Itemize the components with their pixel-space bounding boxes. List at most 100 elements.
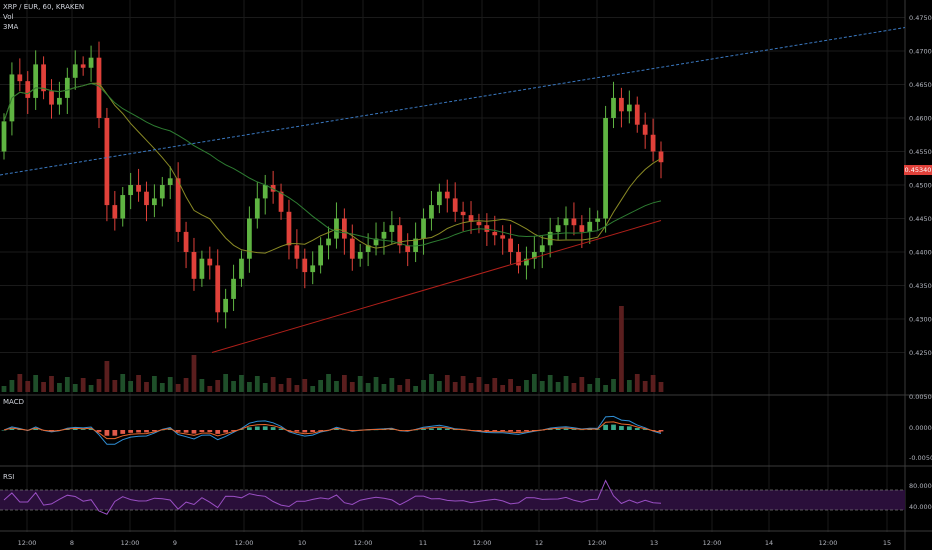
candle-body bbox=[484, 225, 490, 232]
candle-body bbox=[254, 198, 260, 219]
candle-body bbox=[626, 104, 632, 112]
volume-bar bbox=[231, 381, 236, 392]
macd-histogram-bar bbox=[603, 424, 608, 430]
volume-bar bbox=[247, 382, 252, 392]
volume-bar bbox=[223, 374, 229, 392]
macd-histogram-bar bbox=[239, 429, 244, 430]
candle-body bbox=[223, 298, 229, 313]
macd-histogram-bar bbox=[1, 430, 7, 431]
volume-bar bbox=[334, 381, 339, 392]
volume-bar bbox=[476, 377, 482, 392]
macd-indicator-label: MACD bbox=[3, 398, 24, 406]
volume-bar bbox=[357, 376, 363, 392]
macd-histogram-bar bbox=[175, 430, 181, 432]
volume-bar bbox=[484, 384, 490, 392]
macd-histogram-bar bbox=[88, 428, 94, 430]
macd-line bbox=[3, 415, 662, 445]
macd-histogram-bar bbox=[444, 428, 450, 430]
volume-bar bbox=[436, 381, 442, 392]
macd-histogram-bar bbox=[421, 428, 426, 430]
macd-histogram-bar bbox=[500, 430, 506, 432]
volume-bar bbox=[262, 383, 268, 392]
candle-body bbox=[611, 97, 616, 118]
candle-body bbox=[1, 121, 7, 152]
macd-histogram-bar bbox=[144, 430, 149, 433]
candle-body bbox=[88, 57, 94, 68]
macd-histogram-bar bbox=[563, 428, 569, 430]
candle-body bbox=[341, 218, 347, 239]
candle-body bbox=[326, 238, 331, 246]
macd-histogram-bar bbox=[270, 427, 276, 430]
candle-body bbox=[270, 185, 276, 192]
candle-body bbox=[183, 231, 189, 252]
macd-histogram-bar bbox=[302, 430, 308, 433]
macd-histogram-bar bbox=[492, 430, 498, 432]
candle-body bbox=[215, 265, 221, 313]
volume-bar bbox=[381, 384, 387, 392]
volume-bar bbox=[349, 382, 355, 392]
time-axis-tick-label: 12:00 bbox=[819, 539, 838, 547]
candle-body bbox=[413, 238, 418, 252]
volume-bar bbox=[175, 384, 181, 392]
macd-axis-tick-label: 0.0000 bbox=[909, 424, 932, 432]
time-axis-tick-label: 10 bbox=[298, 539, 306, 547]
candle-body bbox=[571, 218, 577, 226]
candle-body bbox=[555, 225, 561, 232]
volume-bar bbox=[239, 375, 244, 392]
macd-histogram-bar bbox=[128, 430, 134, 433]
volume-bar bbox=[595, 378, 601, 392]
volume-bar bbox=[33, 375, 39, 392]
candle-body bbox=[634, 104, 640, 125]
volume-bar bbox=[96, 379, 102, 392]
candle-body bbox=[365, 245, 371, 252]
volume-bar bbox=[80, 378, 86, 392]
macd-histogram-bar bbox=[33, 428, 39, 430]
volume-bar bbox=[429, 374, 434, 392]
candle-body bbox=[207, 258, 213, 266]
volume-bar bbox=[310, 386, 316, 392]
volume-bar bbox=[444, 375, 450, 392]
volume-bar bbox=[41, 382, 46, 392]
volume-bar bbox=[468, 383, 474, 392]
volume-bar bbox=[215, 380, 221, 392]
volume-bar bbox=[25, 381, 31, 392]
candle-body bbox=[104, 118, 110, 206]
macd-histogram-bar bbox=[183, 430, 189, 433]
macd-histogram-bar bbox=[611, 424, 616, 430]
candle-body bbox=[563, 218, 569, 226]
time-axis-tick-label: 15 bbox=[883, 539, 891, 547]
macd-histogram-bar bbox=[429, 428, 434, 430]
macd-histogram-bar bbox=[96, 430, 102, 432]
candle-body bbox=[120, 195, 126, 219]
candle-body bbox=[262, 185, 268, 199]
volume-bar bbox=[286, 378, 292, 392]
macd-histogram-bar bbox=[531, 430, 537, 431]
candle-body bbox=[389, 225, 395, 232]
volume-bar bbox=[49, 376, 54, 392]
macd-signal-line bbox=[3, 421, 662, 440]
time-axis-tick-label: 12 bbox=[535, 539, 543, 547]
support-trend-line bbox=[211, 220, 662, 353]
macd-histogram-bar bbox=[278, 428, 284, 430]
candle-body bbox=[452, 198, 458, 212]
candle-body bbox=[64, 77, 70, 98]
volume-bar bbox=[421, 380, 426, 392]
volume-bar bbox=[72, 384, 78, 392]
volume-bar bbox=[191, 355, 197, 392]
volume-bar bbox=[128, 381, 134, 392]
candle-body bbox=[587, 221, 593, 232]
time-axis-tick-label: 11 bbox=[419, 539, 427, 547]
volume-bar bbox=[524, 380, 529, 392]
macd-histogram-bar bbox=[547, 429, 553, 430]
macd-histogram-bar bbox=[524, 430, 529, 432]
candle-body bbox=[318, 245, 324, 266]
macd-histogram-bar bbox=[286, 430, 292, 431]
volume-bar bbox=[199, 379, 205, 392]
candle-body bbox=[247, 218, 252, 259]
